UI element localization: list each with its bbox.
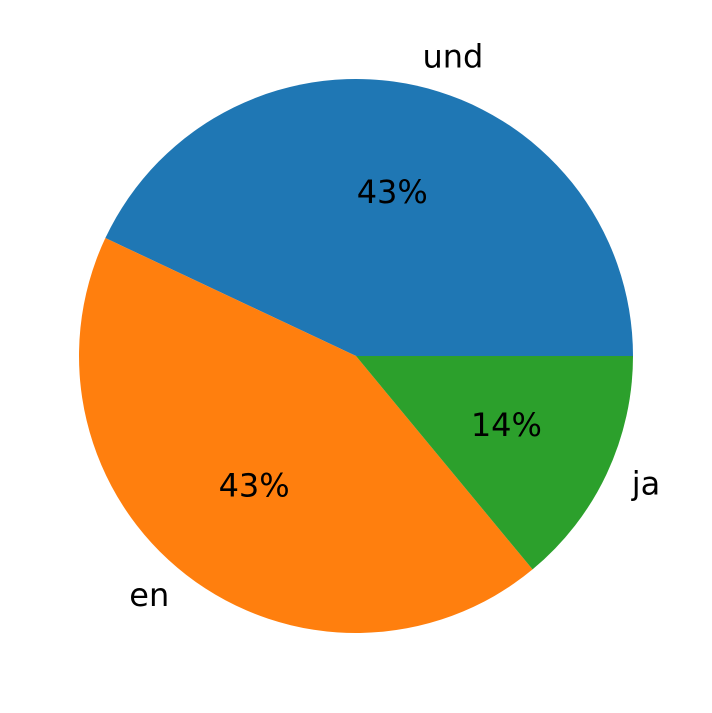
slice-label: en <box>129 576 169 614</box>
pie-slice <box>105 79 633 356</box>
percent-label: 43% <box>357 173 428 211</box>
percent-label: 14% <box>471 406 542 444</box>
percent-label: 43% <box>219 466 290 504</box>
slice-label: ja <box>631 465 661 503</box>
slice-label: und <box>422 38 483 76</box>
pie-slice <box>79 238 533 633</box>
pie-slice <box>356 356 633 570</box>
